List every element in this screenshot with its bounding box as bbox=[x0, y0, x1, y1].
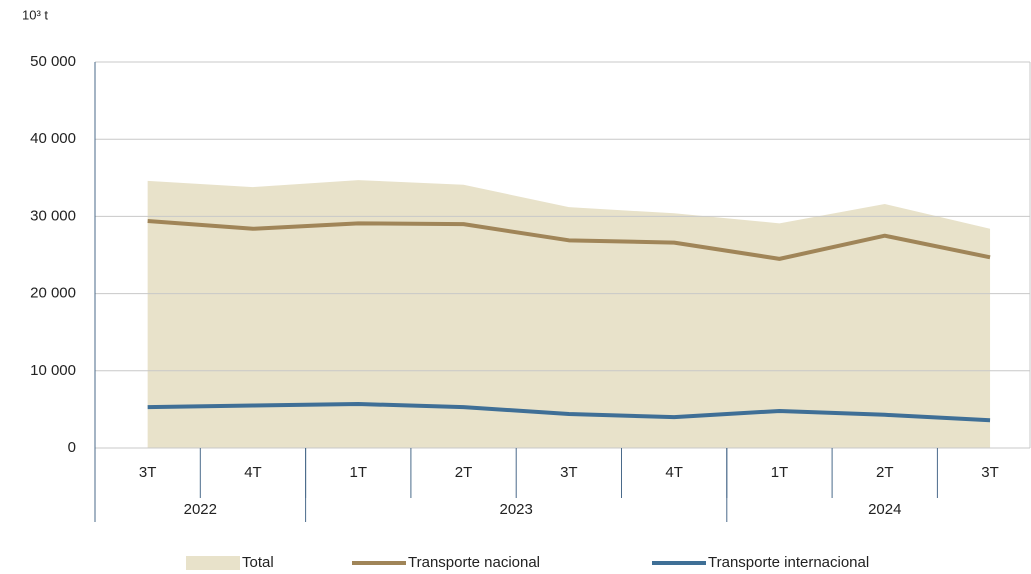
y-tick-label: 20 000 bbox=[30, 285, 76, 302]
x-tick-label: 3T bbox=[139, 464, 157, 481]
x-tick-label: 4T bbox=[244, 464, 262, 481]
y-tick-label: 40 000 bbox=[30, 130, 76, 147]
x-tick-label: 3T bbox=[560, 464, 578, 481]
line bbox=[147, 219, 991, 261]
line bbox=[147, 401, 991, 423]
unit-label: 10³ t bbox=[22, 7, 48, 22]
y-tick-label: 30 000 bbox=[30, 207, 76, 224]
group-label: 2024 bbox=[868, 501, 901, 518]
x-tick-label: 2T bbox=[455, 464, 473, 481]
y-tick-label: 0 bbox=[68, 439, 76, 456]
area bbox=[147, 180, 991, 448]
legend-swatch bbox=[186, 556, 240, 570]
y-tick-label: 50 000 bbox=[30, 53, 76, 70]
x-tick-label: 1T bbox=[349, 464, 367, 481]
legend-label: Transporte nacional bbox=[408, 554, 540, 571]
x-tick-label: 3T bbox=[981, 464, 999, 481]
legend-label: Total bbox=[242, 554, 274, 571]
x-tick-label: 2T bbox=[876, 464, 894, 481]
x-tick-label: 4T bbox=[665, 464, 683, 481]
x-tick-label: 1T bbox=[771, 464, 789, 481]
group-label: 2022 bbox=[184, 501, 217, 518]
legend-label: Transporte internacional bbox=[708, 554, 869, 571]
y-tick-label: 10 000 bbox=[30, 362, 76, 379]
group-label: 2023 bbox=[500, 501, 533, 518]
